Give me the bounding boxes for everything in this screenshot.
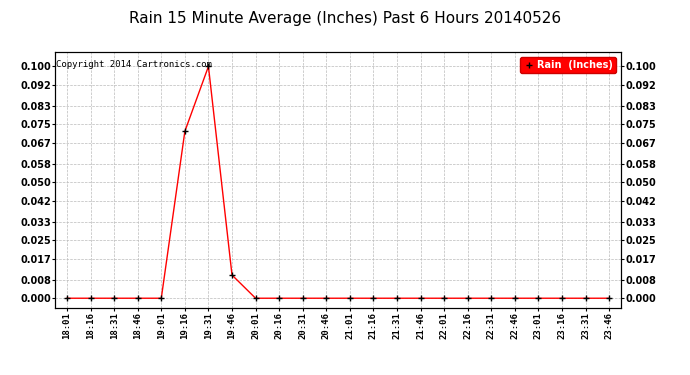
Rain  (Inches)	[204, 64, 213, 69]
Rain  (Inches)	[228, 273, 236, 277]
Rain  (Inches)	[346, 296, 354, 300]
Rain  (Inches)	[322, 296, 331, 300]
Rain  (Inches)	[582, 296, 590, 300]
Rain  (Inches)	[86, 296, 95, 300]
Rain  (Inches)	[275, 296, 284, 300]
Rain  (Inches)	[157, 296, 166, 300]
Rain  (Inches)	[511, 296, 519, 300]
Rain  (Inches)	[299, 296, 307, 300]
Legend: Rain  (Inches): Rain (Inches)	[520, 57, 616, 73]
Rain  (Inches)	[487, 296, 495, 300]
Rain  (Inches)	[369, 296, 377, 300]
Line: Rain  (Inches): Rain (Inches)	[64, 64, 612, 301]
Rain  (Inches)	[63, 296, 71, 300]
Rain  (Inches)	[110, 296, 118, 300]
Rain  (Inches)	[393, 296, 401, 300]
Rain  (Inches)	[558, 296, 566, 300]
Rain  (Inches)	[605, 296, 613, 300]
Rain  (Inches)	[534, 296, 542, 300]
Text: Copyright 2014 Cartronics.com: Copyright 2014 Cartronics.com	[57, 60, 213, 69]
Rain  (Inches)	[134, 296, 142, 300]
Text: Rain 15 Minute Average (Inches) Past 6 Hours 20140526: Rain 15 Minute Average (Inches) Past 6 H…	[129, 11, 561, 26]
Rain  (Inches)	[417, 296, 425, 300]
Rain  (Inches)	[464, 296, 472, 300]
Rain  (Inches)	[440, 296, 449, 300]
Rain  (Inches)	[251, 296, 259, 300]
Rain  (Inches)	[181, 129, 189, 134]
